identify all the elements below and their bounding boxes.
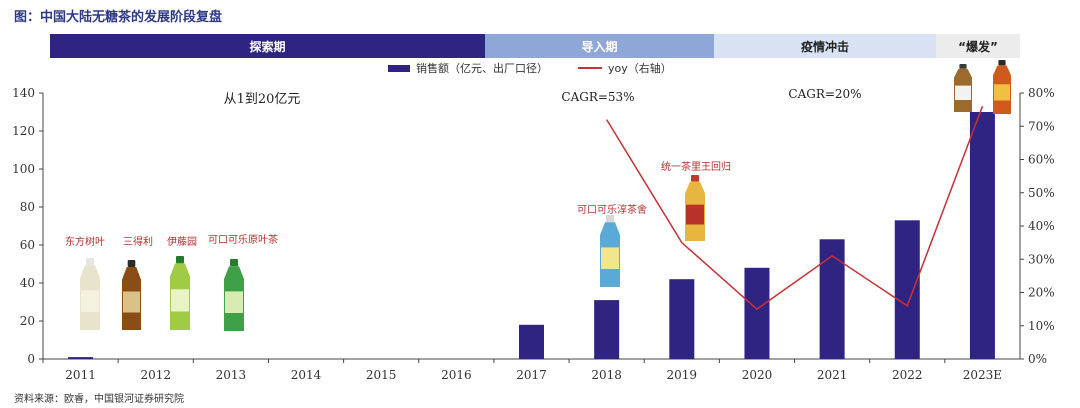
product-annotation: 三得利 bbox=[123, 236, 153, 248]
sales-bar bbox=[669, 279, 695, 359]
x-tick-label: 2014 bbox=[291, 368, 322, 382]
y-right-tick-label: 20% bbox=[1028, 286, 1055, 300]
product-annotation: 统一茶里王回归 bbox=[661, 160, 731, 173]
bottle-chunchashe-icon-cap bbox=[606, 215, 614, 223]
x-tick-label: 2015 bbox=[366, 368, 397, 382]
y-left-tick-label: 0 bbox=[27, 352, 35, 366]
phase-annotation-cagr-20: CAGR=20% bbox=[788, 87, 861, 101]
bottle-suntory-icon-label bbox=[123, 291, 140, 313]
x-tick-label: 2019 bbox=[667, 368, 698, 382]
phase-exploration: 探索期 bbox=[50, 34, 485, 58]
phase-covid-impact: 疫情冲击 bbox=[714, 34, 936, 58]
y-left-tick-label: 100 bbox=[12, 162, 35, 176]
sales-bar bbox=[68, 357, 94, 359]
yoy-line bbox=[606, 106, 984, 311]
product-annotation: 可口可乐原叶茶 bbox=[208, 233, 278, 246]
y-right-tick-label: 60% bbox=[1028, 153, 1055, 167]
bottle-coke-tea-icon-cap bbox=[230, 259, 238, 267]
legend-line-swatch bbox=[578, 67, 602, 69]
y-right-tick-label: 0% bbox=[1028, 352, 1047, 366]
bottle-2023-a-icon-cap bbox=[959, 64, 967, 69]
phase-explosion: “爆发” bbox=[936, 34, 1020, 58]
x-tick-label: 2011 bbox=[65, 368, 96, 382]
sales-bar bbox=[744, 267, 770, 359]
y-left-tick-label: 40 bbox=[20, 276, 35, 290]
x-tick-label: 2021 bbox=[817, 368, 848, 382]
x-tick-label: 2013 bbox=[216, 368, 247, 382]
y-right-tick-label: 70% bbox=[1028, 119, 1055, 133]
sales-bar bbox=[819, 239, 845, 359]
sales-bar bbox=[594, 300, 620, 359]
bottle-itoen-icon-cap bbox=[176, 256, 184, 264]
phase-annotation-cagr-53: CAGR=53% bbox=[561, 90, 634, 104]
bottle-itoen-icon-label bbox=[171, 289, 189, 312]
phase-introduction: 导入期 bbox=[485, 34, 714, 58]
bottle-coke-tea-icon-label bbox=[225, 291, 243, 313]
bottle-2023-a-icon-label bbox=[955, 85, 971, 100]
bottle-2023-b-icon-cap bbox=[998, 60, 1006, 66]
y-right-tick-label: 30% bbox=[1028, 252, 1055, 266]
bottle-chaliwang-icon-cap bbox=[691, 175, 699, 182]
y-right-tick-label: 10% bbox=[1028, 319, 1055, 333]
y-left-tick-label: 140 bbox=[12, 86, 35, 100]
product-annotation: 可口可乐淳茶舍 bbox=[577, 203, 647, 216]
bottle-chaliwang-icon-label bbox=[686, 204, 704, 225]
x-tick-label: 2012 bbox=[140, 368, 171, 382]
bottle-chunchashe-icon-label bbox=[601, 247, 619, 269]
y-right-tick-label: 50% bbox=[1028, 186, 1055, 200]
bottle-suntory-icon-cap bbox=[127, 260, 136, 267]
y-right-tick-label: 40% bbox=[1028, 219, 1055, 233]
legend-sales-label: 销售额（亿元、出厂口径） bbox=[416, 62, 548, 75]
phase-annotation-growth: 从1到20亿元 bbox=[224, 92, 301, 107]
x-tick-label: 2016 bbox=[441, 368, 472, 382]
sales-bar bbox=[519, 324, 544, 359]
x-tick-label: 2020 bbox=[742, 368, 773, 382]
x-tick-label: 2017 bbox=[516, 368, 547, 382]
bottle-2023-b-icon-label bbox=[994, 84, 1010, 101]
bottle-dongfangshuye-icon-label bbox=[81, 290, 99, 312]
bottle-dongfangshuye-icon-cap bbox=[86, 258, 94, 266]
legend-yoy-label: yoy（右轴） bbox=[608, 62, 672, 75]
y-right-tick-label: 80% bbox=[1028, 86, 1055, 100]
product-annotation: 东方树叶 bbox=[65, 235, 105, 248]
y-left-tick-label: 80 bbox=[20, 200, 35, 214]
x-tick-label: 2023E bbox=[963, 368, 1002, 382]
y-left-tick-label: 120 bbox=[12, 124, 35, 138]
y-left-tick-label: 20 bbox=[20, 314, 35, 328]
y-left-tick-label: 60 bbox=[20, 238, 35, 252]
sales-bar bbox=[969, 112, 995, 359]
source-note: 资料来源：欧睿，中国银河证券研究院 bbox=[14, 394, 184, 405]
figure-title: 图：中国大陆无糖茶的发展阶段复盘 bbox=[14, 10, 223, 25]
x-tick-label: 2018 bbox=[591, 368, 622, 382]
legend-bar-swatch bbox=[388, 64, 410, 72]
chart-legend: 销售额（亿元、出厂口径） yoy（右轴） bbox=[388, 60, 672, 76]
x-tick-label: 2022 bbox=[892, 368, 923, 382]
sales-bar bbox=[894, 220, 920, 359]
product-annotation: 伊藤园 bbox=[167, 236, 197, 248]
